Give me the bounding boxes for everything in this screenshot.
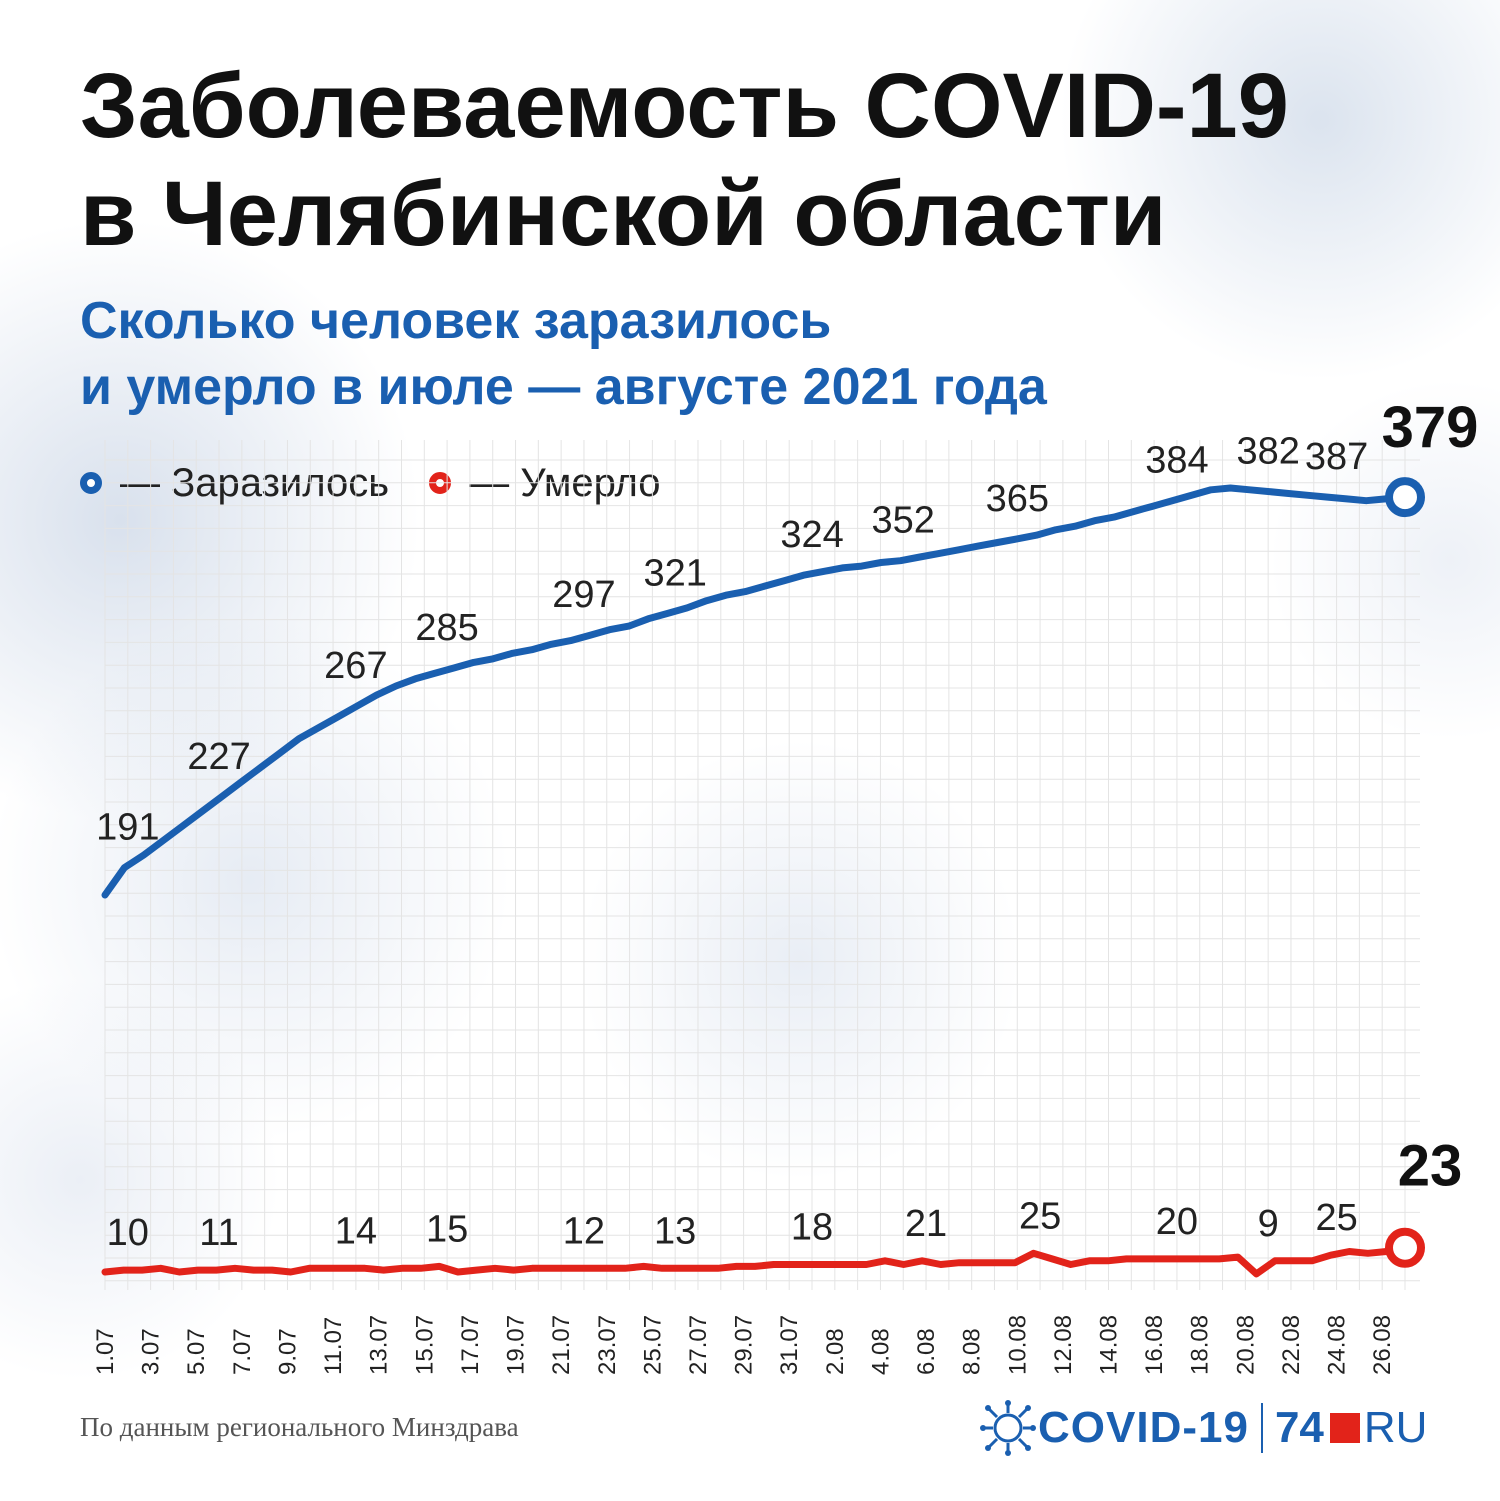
x-tick-label: 12.08 — [1050, 1315, 1077, 1375]
x-tick-label: 4.08 — [867, 1328, 894, 1375]
x-tick-label: 18.08 — [1187, 1315, 1214, 1375]
x-tick-label: 15.07 — [411, 1315, 438, 1375]
x-tick-label: 13.07 — [366, 1315, 393, 1375]
x-tick-label: 8.08 — [959, 1328, 986, 1375]
data-label: 18 — [791, 1207, 833, 1249]
data-label: 12 — [563, 1210, 605, 1252]
logo-ru-text: RU — [1363, 1403, 1428, 1452]
data-label: 191 — [96, 807, 159, 849]
data-label: 25 — [1315, 1197, 1357, 1239]
data-label: 14 — [335, 1210, 377, 1252]
data-label: 25 — [1019, 1195, 1061, 1237]
subtitle-line-1: Сколько человек заразилось — [80, 292, 832, 350]
x-tick-label: 22.08 — [1278, 1315, 1305, 1375]
x-axis-ticks: 1.07 3.07 5.07 7.07 9.07 11.07 13.07 15.07 17.07… — [92, 1315, 1396, 1375]
data-label: 387 — [1305, 436, 1368, 478]
data-label: 297 — [552, 574, 615, 616]
chart-grid — [104, 440, 1420, 1290]
data-label: 324 — [780, 514, 843, 556]
data-label: 15 — [426, 1208, 468, 1250]
x-tick-label: 27.07 — [685, 1315, 712, 1375]
x-tick-label: 5.07 — [183, 1328, 210, 1375]
x-tick-label: 10.08 — [1004, 1315, 1031, 1375]
title-line-1: Заболеваемость COVID-19 — [80, 55, 1289, 157]
source-note: По данным регионального Минздрава — [80, 1412, 519, 1442]
data-label: 227 — [187, 736, 250, 778]
x-tick-label: 29.07 — [731, 1315, 758, 1375]
x-tick-label: 14.08 — [1096, 1315, 1123, 1375]
series-line — [101, 1244, 1409, 1278]
data-label: 352 — [872, 500, 935, 542]
x-tick-label: 23.07 — [594, 1315, 621, 1375]
last-value-label: 379 — [1382, 395, 1479, 460]
data-label: 382 — [1236, 431, 1299, 473]
series-end-marker — [1385, 477, 1425, 518]
data-label: 20 — [1156, 1201, 1198, 1243]
last-value-label: 23 — [1398, 1134, 1463, 1199]
x-tick-label: 21.07 — [548, 1315, 575, 1375]
x-tick-label: 3.07 — [138, 1328, 165, 1375]
x-tick-label: 6.08 — [913, 1328, 940, 1375]
logo-covid-text: COVID-19 — [1038, 1403, 1249, 1452]
x-tick-label: 31.07 — [776, 1315, 803, 1375]
data-label: 365 — [986, 478, 1049, 520]
x-tick-label: 24.08 — [1324, 1315, 1351, 1375]
data-label: 9 — [1258, 1203, 1279, 1245]
x-tick-label: 1.07 — [92, 1328, 119, 1375]
logo-separator — [1260, 1403, 1263, 1453]
x-tick-label: 7.07 — [229, 1328, 256, 1375]
subtitle-line-2: и умерло в июле — августе 2021 года — [80, 358, 1047, 416]
x-tick-label: 9.07 — [274, 1328, 301, 1375]
covid-74ru-logo: COVID-19 74 RU — [980, 1390, 1427, 1466]
series-infected: 191 227 267 285 297 321 324 352 365 384 382 387 379 — [96, 395, 1479, 899]
logo-red-square — [1329, 1413, 1360, 1443]
data-label: 10 — [107, 1212, 149, 1254]
x-tick-label: 11.07 — [320, 1317, 347, 1375]
x-tick-label: 26.08 — [1369, 1315, 1396, 1375]
title-line-2: в Челябинской области — [80, 163, 1167, 265]
chart-subtitle: Сколько человек заразилось и умерло в ию… — [80, 288, 1047, 420]
x-tick-label: 19.07 — [503, 1315, 530, 1375]
virus-icon — [980, 1400, 1036, 1456]
data-label: 285 — [415, 607, 478, 649]
data-label: 384 — [1145, 440, 1208, 482]
x-tick-label: 2.08 — [822, 1328, 849, 1375]
data-label: 11 — [199, 1212, 238, 1254]
data-label: 321 — [643, 552, 706, 594]
logo-74-text: 74 — [1274, 1403, 1324, 1452]
series-end-marker — [1385, 1227, 1425, 1268]
series-line — [101, 484, 1409, 899]
infected-marker-icon — [80, 472, 102, 494]
data-label: 21 — [905, 1203, 947, 1245]
series-deaths: 10 11 14 15 12 13 18 21 25 20 9 25 23 — [101, 1134, 1463, 1278]
x-tick-label: 16.08 — [1141, 1315, 1168, 1375]
page-title: Заболеваемость COVID-19 в Челябинской об… — [80, 52, 1289, 268]
x-tick-label: 25.07 — [639, 1315, 666, 1375]
x-tick-label: 17.07 — [457, 1315, 484, 1375]
x-tick-label: 20.08 — [1232, 1315, 1259, 1375]
data-label: 267 — [324, 645, 387, 687]
data-label: 13 — [654, 1210, 696, 1252]
